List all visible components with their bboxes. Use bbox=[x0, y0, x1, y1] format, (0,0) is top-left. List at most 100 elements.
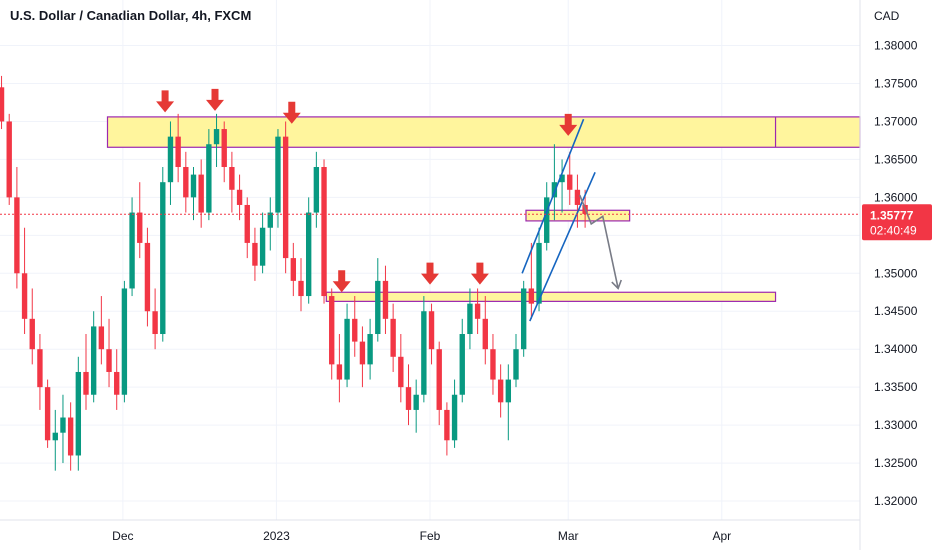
candle-body bbox=[190, 174, 197, 198]
candle-body bbox=[21, 273, 28, 319]
down-arrow-icon bbox=[206, 88, 224, 111]
candle-body bbox=[175, 136, 181, 168]
candle-body bbox=[75, 371, 82, 456]
y-axis-ticks: 1.380001.375001.370001.365001.360001.355… bbox=[874, 39, 918, 508]
y-tick-label: 1.33500 bbox=[874, 380, 918, 394]
candle-body bbox=[467, 303, 473, 335]
candle-body bbox=[67, 417, 74, 456]
candle-body bbox=[474, 303, 481, 319]
candle-body bbox=[352, 318, 358, 342]
candle-body bbox=[0, 87, 5, 122]
candle-body bbox=[390, 318, 396, 357]
candle-body bbox=[544, 197, 550, 243]
y-tick-label: 1.36500 bbox=[874, 152, 918, 166]
candle-body bbox=[183, 167, 189, 198]
candle-body bbox=[282, 136, 289, 259]
axes: CAD bbox=[0, 0, 900, 550]
candle-body bbox=[236, 189, 243, 205]
candle-body bbox=[252, 242, 258, 266]
candle-body bbox=[321, 167, 327, 297]
candle-body bbox=[344, 318, 350, 380]
candle-body bbox=[382, 280, 389, 319]
candle-body bbox=[513, 349, 519, 380]
x-tick-label: Dec bbox=[112, 529, 133, 543]
candle-body bbox=[490, 349, 496, 380]
candle-body bbox=[329, 296, 335, 365]
candle-body bbox=[428, 311, 435, 350]
candle-body bbox=[267, 212, 273, 228]
candle-body bbox=[567, 174, 573, 190]
candle-body bbox=[275, 136, 281, 213]
candle-body bbox=[459, 334, 465, 395]
channel-line bbox=[529, 171, 596, 322]
zone-resistance bbox=[106, 116, 861, 148]
current-price-value: 1.35777 bbox=[870, 208, 914, 222]
candle-body bbox=[221, 129, 227, 168]
candle-body bbox=[398, 356, 404, 388]
candle-body bbox=[336, 364, 343, 380]
candle-body bbox=[90, 326, 97, 395]
candle-body bbox=[121, 288, 128, 395]
chart-title: U.S. Dollar / Canadian Dollar, 4h, FXCM bbox=[10, 8, 252, 23]
down-arrow-icon bbox=[156, 90, 175, 113]
candle-body bbox=[421, 311, 427, 395]
candle-body bbox=[29, 318, 35, 350]
candle-body bbox=[137, 212, 143, 243]
candle-body bbox=[520, 288, 527, 350]
candle-body bbox=[367, 334, 373, 365]
currency-label: CAD bbox=[874, 9, 900, 23]
candle-body bbox=[129, 212, 135, 289]
x-tick-label: Apr bbox=[712, 529, 731, 543]
candle-body bbox=[375, 280, 381, 335]
candle-body bbox=[52, 432, 58, 441]
candles bbox=[0, 75, 588, 471]
candle-body bbox=[497, 379, 504, 403]
candle-body bbox=[6, 121, 12, 198]
down-arrow-icon bbox=[421, 262, 439, 285]
candle-body bbox=[305, 212, 312, 297]
candle-body bbox=[37, 349, 43, 388]
x-tick-label: Feb bbox=[420, 529, 441, 543]
candle-body bbox=[405, 387, 412, 410]
candle-body bbox=[229, 167, 235, 190]
candle-body bbox=[313, 167, 320, 213]
projection-path bbox=[578, 194, 619, 289]
candle-body bbox=[505, 379, 512, 403]
candle-body bbox=[551, 182, 558, 198]
down-arrow-icon bbox=[282, 101, 301, 124]
y-tick-label: 1.35000 bbox=[874, 266, 918, 280]
candle-body bbox=[114, 371, 120, 395]
candle-body bbox=[106, 349, 112, 372]
candle-body bbox=[290, 258, 297, 281]
candle-body bbox=[206, 144, 212, 213]
candle-body bbox=[152, 311, 158, 335]
candle-body bbox=[528, 288, 535, 304]
candle-body bbox=[60, 417, 66, 433]
candle-body bbox=[213, 129, 220, 145]
grid bbox=[0, 0, 860, 520]
down-arrow-icon bbox=[559, 113, 578, 136]
candle-body bbox=[167, 136, 174, 183]
candle-body bbox=[413, 394, 419, 410]
candle-body bbox=[14, 197, 20, 274]
countdown-timer: 02:40:49 bbox=[870, 223, 917, 237]
candle-body bbox=[44, 387, 51, 441]
y-tick-label: 1.32000 bbox=[874, 494, 918, 508]
annotations bbox=[156, 88, 623, 322]
y-tick-label: 1.37000 bbox=[874, 114, 918, 128]
y-tick-label: 1.34500 bbox=[874, 304, 918, 318]
price-badge-bg bbox=[862, 204, 932, 241]
down-arrow-icon bbox=[470, 262, 489, 285]
x-tick-label: Mar bbox=[558, 529, 579, 543]
y-tick-label: 1.37500 bbox=[874, 77, 918, 91]
candle-body bbox=[559, 174, 565, 183]
candle-body bbox=[198, 174, 204, 213]
y-tick-label: 1.32500 bbox=[874, 456, 918, 470]
candle-body bbox=[444, 409, 450, 441]
candle-body bbox=[98, 326, 105, 350]
channel-line bbox=[521, 118, 585, 274]
down-arrow-icon bbox=[332, 270, 351, 293]
candle-body bbox=[359, 341, 366, 365]
